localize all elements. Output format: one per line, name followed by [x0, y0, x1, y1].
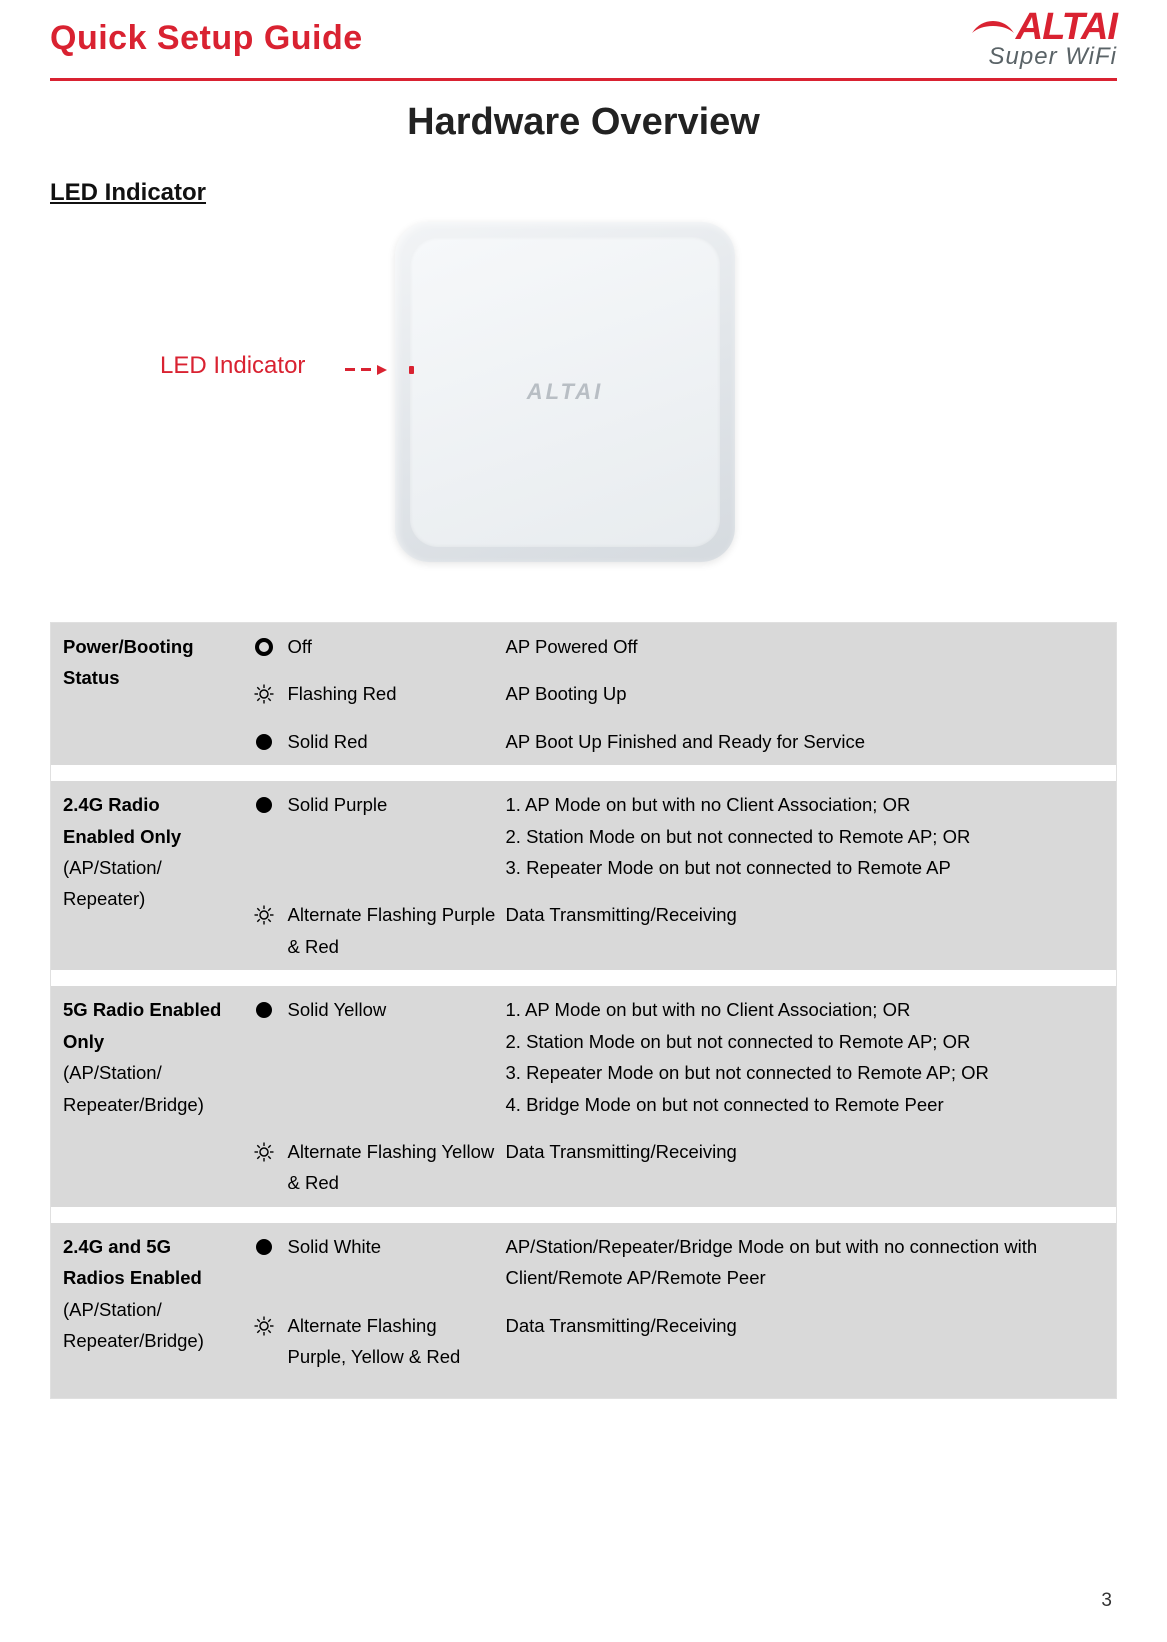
brand-logo: ALTAI Super WiFi [972, 10, 1117, 68]
page-title: Hardware Overview [50, 101, 1117, 144]
led-sun-icon [246, 1128, 282, 1207]
padding-row [51, 1381, 1117, 1399]
device-inner: ALTAI [410, 237, 720, 547]
led-solid-icon [246, 718, 282, 765]
section-header-bold: 2.4G and 5G Radios Enabled [63, 1236, 202, 1288]
section-header-cell: 5G Radio Enabled Only (AP/Station/ Repeat… [51, 986, 246, 1207]
led-solid-icon [246, 781, 282, 891]
section-header-normal: (AP/Station/ Repeater/Bridge) [63, 1299, 204, 1351]
led-desc-cell: AP/Station/Repeater/Bridge Mode on but w… [502, 1223, 1117, 1302]
device-figure: LED Indicator ALTAI [50, 222, 1117, 572]
page-number: 3 [1101, 1590, 1112, 1612]
section-header-normal: (AP/Station/ Repeater) [63, 857, 162, 909]
figure-label: LED Indicator [160, 352, 305, 380]
table-section: 2.4G Radio Enabled Only(AP/Station/ Repe… [51, 781, 1117, 891]
logo-top: ALTAI [972, 10, 1117, 44]
led-desc-cell: AP Boot Up Finished and Ready for Servic… [502, 718, 1117, 765]
section-header-cell: Power/Booting Status [51, 622, 246, 765]
led-state-cell: Solid Yellow [282, 986, 502, 1128]
led-desc-cell: AP Powered Off [502, 622, 1117, 670]
led-state-cell: Solid White [282, 1223, 502, 1302]
led-solid-icon [246, 1223, 282, 1302]
section-header-bold: 2.4G Radio Enabled Only [63, 794, 181, 846]
led-desc-cell: 1. AP Mode on but with no Client Associa… [502, 986, 1117, 1128]
led-sun-icon [246, 670, 282, 717]
section-title: LED Indicator [50, 179, 1117, 207]
section-header-bold: Power/Booting Status [63, 636, 194, 688]
led-state-cell: Alternate Flashing Purple & Red [282, 891, 502, 970]
led-state-cell: Alternate Flashing Purple, Yellow & Red [282, 1302, 502, 1381]
arrow-icon [345, 368, 400, 372]
led-state-cell: Off [282, 622, 502, 670]
led-solid-icon [246, 986, 282, 1128]
spacer-row [51, 970, 1117, 986]
logo-text-bottom: Super WiFi [989, 46, 1117, 68]
led-sun-icon [246, 1302, 282, 1381]
table-section: 5G Radio Enabled Only (AP/Station/ Repeat… [51, 986, 1117, 1128]
led-sun-icon [246, 891, 282, 970]
led-state-cell: Solid Red [282, 718, 502, 765]
led-state-cell: Alternate Flashing Yellow & Red [282, 1128, 502, 1207]
section-header-bold: 5G Radio Enabled Only [63, 999, 221, 1051]
device-led-icon [409, 366, 414, 374]
section-header-cell: 2.4G and 5G Radios Enabled (AP/Station/ R… [51, 1223, 246, 1381]
led-desc-cell: 1. AP Mode on but with no Client Associa… [502, 781, 1117, 891]
page-header: Quick Setup Guide ALTAI Super WiFi [50, 0, 1117, 74]
led-desc-cell: Data Transmitting/Receiving [502, 891, 1117, 970]
led-desc-cell: Data Transmitting/Receiving [502, 1128, 1117, 1207]
section-header-cell: 2.4G Radio Enabled Only (AP/Station/ Repe… [51, 781, 246, 970]
logo-swoosh-icon [972, 19, 1014, 35]
header-title: Quick Setup Guide [50, 19, 363, 58]
led-state-cell: Flashing Red [282, 670, 502, 717]
table-section: Power/Booting StatusOffAP Powered Off [51, 622, 1117, 670]
led-desc-cell: Data Transmitting/Receiving [502, 1302, 1117, 1381]
logo-text-top: ALTAI [1016, 10, 1117, 44]
device-brand-text: ALTAI [527, 379, 604, 405]
section-header-normal: (AP/Station/ Repeater/Bridge) [63, 1062, 204, 1114]
led-state-cell: Solid Purple [282, 781, 502, 891]
spacer-row [51, 765, 1117, 781]
table-section: 2.4G and 5G Radios Enabled(AP/Station/ R… [51, 1223, 1117, 1302]
device-image: ALTAI [395, 222, 735, 562]
led-indicator-table: Power/Booting StatusOffAP Powered OffFla… [50, 622, 1117, 1399]
header-divider [50, 78, 1117, 81]
led-desc-cell: AP Booting Up [502, 670, 1117, 717]
led-ring-icon [246, 622, 282, 670]
spacer-row [51, 1207, 1117, 1223]
